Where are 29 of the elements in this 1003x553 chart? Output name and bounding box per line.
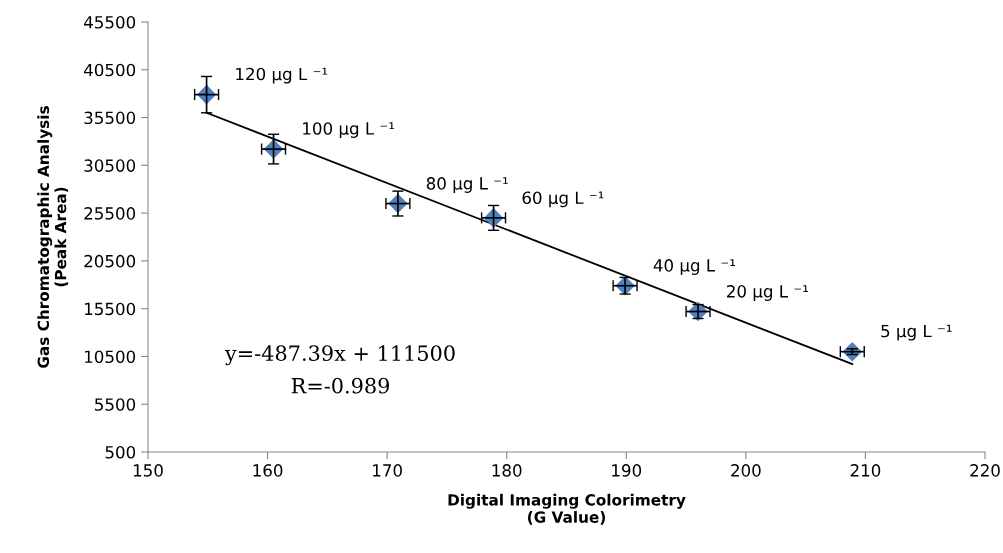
y-tick-label: 500 — [105, 445, 136, 459]
y-tick-label: 45500 — [83, 15, 136, 29]
annotation: 40 μg L ⁻¹ — [653, 259, 736, 275]
annotation: R=-0.989 — [291, 377, 390, 394]
annotation: 80 μg L ⁻¹ — [426, 177, 508, 193]
x-tick-label: 180 — [492, 464, 522, 477]
y-tick-label: 30500 — [84, 159, 136, 172]
annotation: 5 μg L ⁻¹ — [881, 324, 952, 341]
y-tick-label: 20500 — [84, 254, 136, 268]
annotation: y=-487.39x + 111500 — [224, 345, 455, 366]
annotation: 20 μg L ⁻¹ — [727, 285, 808, 301]
annotation: 100 μg L ⁻¹ — [303, 122, 395, 138]
annotation: 60 μg L ⁻¹ — [522, 191, 604, 208]
x-tick-label: 190 — [612, 464, 642, 477]
y-tick-label: 15500 — [85, 302, 136, 316]
y-tick-label: 5500 — [95, 398, 136, 411]
x-tick-label: 220 — [970, 464, 1000, 477]
x-tick-label: 200 — [731, 464, 761, 477]
y-tick-label: 10500 — [85, 350, 136, 364]
y-tick-label: 40500 — [83, 63, 136, 77]
x-tick-label: 160 — [253, 464, 283, 477]
x-axis-title: Digital Imaging Colorimetry (G Value) — [448, 493, 686, 525]
x-tick-label: 210 — [850, 464, 881, 477]
y-axis-title: Gas Chromatographic Analysis (Peak Area) — [37, 106, 69, 368]
y-tick-label: 35500 — [84, 111, 136, 125]
annotation: 120 μg L ⁻¹ — [236, 67, 328, 84]
x-tick-label: 150 — [133, 464, 163, 477]
y-tick-label: 25500 — [84, 207, 136, 220]
x-tick-label: 170 — [373, 464, 402, 477]
